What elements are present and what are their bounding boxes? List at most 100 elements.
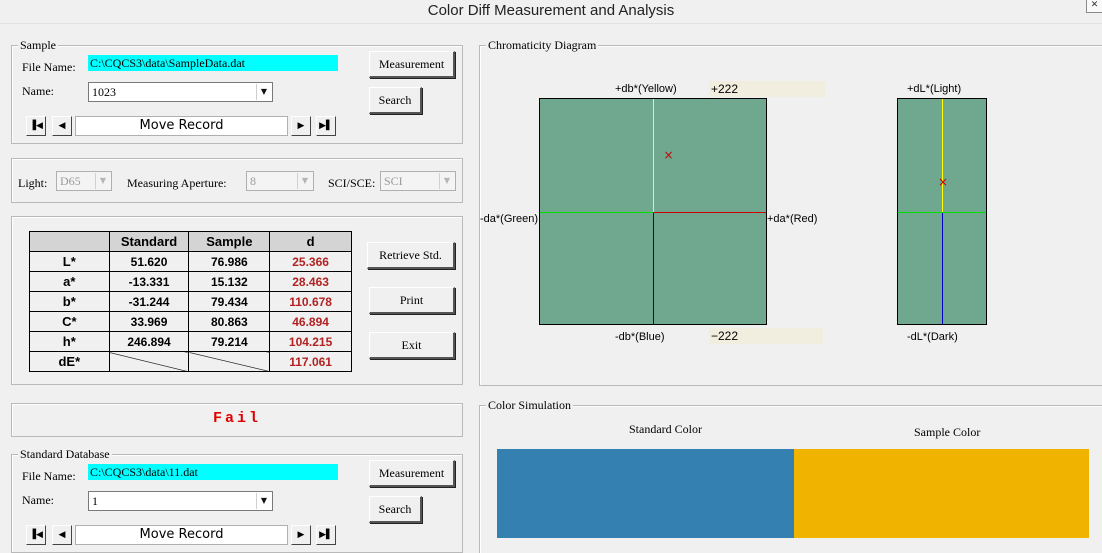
prev-record-icon[interactable]: ◀ <box>52 116 72 136</box>
sample-value: 15.132 <box>188 271 271 292</box>
table-row: C* 33.969 80.863 46.894 <box>29 311 352 332</box>
d-value: 25.366 <box>269 251 352 272</box>
chevron-down-icon[interactable]: ▼ <box>95 173 110 189</box>
lightness-center-line <box>898 212 986 213</box>
yellow-axis-line <box>653 99 654 212</box>
top-range-value: +222 <box>709 81 825 97</box>
sample-color-swatch <box>794 449 1089 538</box>
aperture-value: 8 <box>250 174 256 188</box>
standard-value <box>108 351 190 372</box>
row-label: b* <box>29 291 110 312</box>
close-icon[interactable]: ✕ <box>1086 0 1102 13</box>
exit-button[interactable]: Exit <box>369 332 455 359</box>
chevron-down-icon[interactable]: ▼ <box>256 493 271 509</box>
first-record-icon[interactable]: ▐◀ <box>26 116 46 136</box>
sample-marker: × <box>663 148 674 163</box>
retrieve-std-button[interactable]: Retrieve Std. <box>367 242 455 269</box>
light-label: Light: <box>18 176 48 190</box>
standard-value: 246.894 <box>108 331 190 352</box>
row-label: L* <box>29 251 110 272</box>
chevron-down-icon[interactable]: ▼ <box>439 173 454 189</box>
table-row: b* -31.244 79.434 110.678 <box>29 291 352 312</box>
standard-value: -31.244 <box>108 291 190 312</box>
light-select[interactable]: D65 ▼ <box>56 171 112 191</box>
light-value: D65 <box>60 174 81 188</box>
light-axis-line <box>942 99 943 212</box>
ab-plot: × <box>539 98 767 325</box>
top-axis-label: +db*(Yellow) <box>615 83 677 95</box>
table-row: dE* 117.061 <box>29 351 352 372</box>
right-axis-label: +da*(Red) <box>767 213 818 225</box>
d-value: 28.463 <box>269 271 352 292</box>
print-button[interactable]: Print <box>369 287 455 314</box>
sample-file-label: File Name: <box>22 60 76 74</box>
sample-file-field[interactable]: C:\CQCS3\data\SampleData.dat <box>88 55 338 71</box>
table-row: a* -13.331 15.132 28.463 <box>29 271 352 292</box>
status-text: Fail <box>212 410 261 427</box>
results-table: Standard Sample d L* 51.620 76.986 25.36… <box>29 231 352 372</box>
d-value: 46.894 <box>269 311 352 332</box>
std-file-field[interactable]: C:\CQCS3\data\11.dat <box>88 464 338 480</box>
std-name-label: Name: <box>22 493 54 507</box>
chromaticity-group <box>479 45 1102 386</box>
sample-name-label: Name: <box>22 84 54 98</box>
window-title: Color Diff Measurement and Analysis <box>0 0 1102 24</box>
std-name-value: 1 <box>92 494 98 508</box>
standard-color-label: Standard Color <box>629 422 702 436</box>
row-label: dE* <box>29 351 110 372</box>
standard-value: 51.620 <box>108 251 190 272</box>
sci-label: SCI/SCE: <box>328 176 376 190</box>
row-label: h* <box>29 331 110 352</box>
sample-value: 80.863 <box>188 311 271 332</box>
blue-axis-line <box>653 212 654 324</box>
options-group <box>11 158 463 203</box>
d-value: 104.215 <box>269 331 352 352</box>
next-record-icon[interactable]: ▶ <box>291 116 311 136</box>
table-row: L* 51.620 76.986 25.366 <box>29 251 352 272</box>
std-measurement-button[interactable]: Measurement <box>369 460 455 487</box>
results-group <box>11 216 463 385</box>
standard-db-legend: Standard Database <box>18 447 112 461</box>
standard-value: 33.969 <box>108 311 190 332</box>
chromaticity-legend: Chromaticity Diagram <box>486 38 599 52</box>
sample-measurement-button[interactable]: Measurement <box>369 51 455 78</box>
sci-select[interactable]: SCI ▼ <box>380 171 456 191</box>
next-record-icon[interactable]: ▶ <box>291 525 311 545</box>
std-name-select[interactable]: 1 ▼ <box>88 491 273 511</box>
chevron-down-icon[interactable]: ▼ <box>256 84 271 100</box>
results-corner-header <box>29 231 110 252</box>
bottom-range-value: −222 <box>709 328 823 344</box>
sample-move-record: Move Record <box>75 116 288 136</box>
green-axis-line <box>540 212 653 213</box>
sample-name-select[interactable]: 1023 ▼ <box>88 82 273 102</box>
first-record-icon[interactable]: ▐◀ <box>26 525 46 545</box>
d-value: 117.061 <box>269 351 352 372</box>
status-box <box>11 403 463 437</box>
prev-record-icon[interactable]: ◀ <box>52 525 72 545</box>
lightness-plot: × <box>897 98 987 325</box>
aperture-label: Measuring Aperture: <box>127 176 227 190</box>
sample-search-button[interactable]: Search <box>369 87 422 114</box>
sample-value <box>188 351 271 372</box>
results-d-header: d <box>269 231 352 252</box>
sample-legend: Sample <box>18 38 58 52</box>
row-label: C* <box>29 311 110 332</box>
results-sample-header: Sample <box>188 231 271 252</box>
std-move-record: Move Record <box>75 525 288 545</box>
row-label: a* <box>29 271 110 292</box>
last-record-icon[interactable]: ▶▌ <box>316 116 336 136</box>
sample-group <box>11 45 463 144</box>
aperture-select[interactable]: 8 ▼ <box>246 171 314 191</box>
simulation-group <box>479 405 1102 553</box>
light-axis-label: +dL*(Light) <box>907 83 962 95</box>
standard-color-swatch <box>497 449 794 538</box>
dark-axis-label: -dL*(Dark) <box>907 331 958 343</box>
table-row: h* 246.894 79.214 104.215 <box>29 331 352 352</box>
results-header-row: Standard Sample d <box>29 231 352 252</box>
last-record-icon[interactable]: ▶▌ <box>316 525 336 545</box>
results-standard-header: Standard <box>108 231 190 252</box>
red-axis-line <box>653 212 766 213</box>
sample-value: 79.214 <box>188 331 271 352</box>
chevron-down-icon[interactable]: ▼ <box>297 173 312 189</box>
std-search-button[interactable]: Search <box>369 496 422 523</box>
